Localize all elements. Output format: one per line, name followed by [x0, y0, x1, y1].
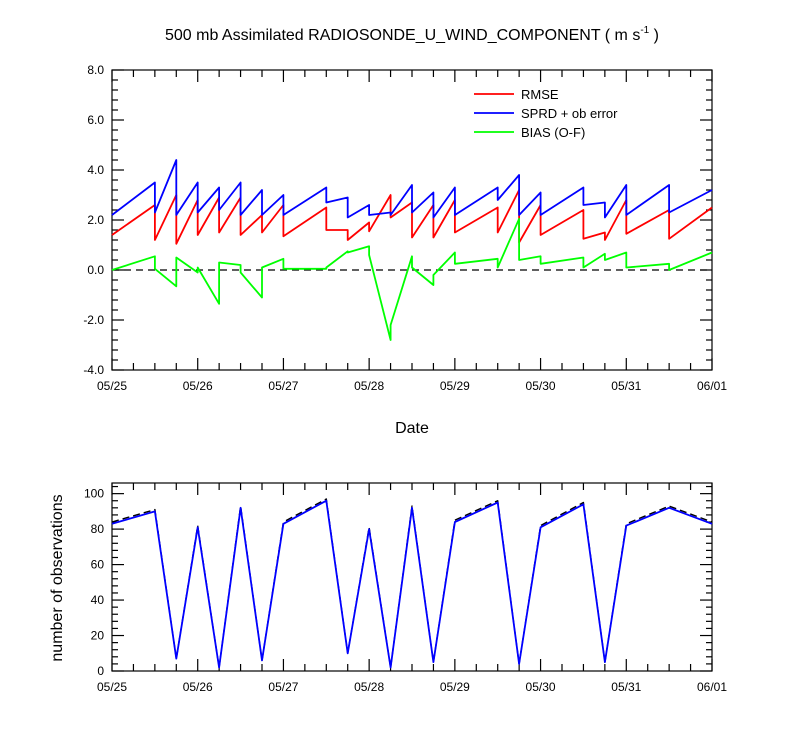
top-x-axis-title: Date	[395, 420, 429, 437]
chart-title-main: 500 mb Assimilated RADIOSONDE_U_WIND_COM…	[165, 27, 640, 44]
legend-label-1: SPRD + ob error	[521, 106, 618, 121]
series-line-1	[111, 159, 713, 219]
bottom-y-tick-label: 60	[91, 558, 105, 572]
top-panel: 05/25 05/26 05/27 05/28 05/29 05/30 05/31 06/01…	[83, 63, 727, 393]
legend-label-0: RMSE	[521, 87, 559, 102]
bottom-x-tick-label: 05/30	[526, 680, 556, 694]
chart-title-end: )	[649, 27, 659, 44]
top-x-tick-label: 05/25	[97, 379, 127, 393]
obs-line-0	[111, 498, 713, 669]
top-x-tick-label: 05/30	[526, 379, 556, 393]
bottom-x-tick-label: 05/28	[354, 680, 384, 694]
bottom-y-tick-label: 80	[91, 522, 105, 536]
bottom-x-tick-label: 05/29	[440, 680, 470, 694]
bottom-y-tick-label: 20	[91, 629, 105, 643]
chart-title: 500 mb Assimilated RADIOSONDE_U_WIND_COM…	[165, 25, 659, 44]
top-x-tick-label: 06/01	[697, 379, 727, 393]
top-x-tick-label: 05/28	[354, 379, 384, 393]
bottom-x-tick-label: 05/25	[97, 680, 127, 694]
top-y-tick-label: 0.0	[87, 263, 104, 277]
obs-line-1	[111, 499, 713, 669]
bottom-panel: 05/25 05/26 05/27 05/28 05/29 05/30 05/31 06/01…	[84, 482, 727, 694]
bottom-x-tick-label: 05/27	[268, 680, 298, 694]
bottom-y-axis-title: number of observations	[49, 494, 66, 661]
top-x-tick-label: 05/31	[611, 379, 641, 393]
top-y-tick-label: 8.0	[87, 63, 104, 77]
bottom-y-tick-label: 0	[97, 664, 104, 678]
bottom-x-tick-label: 06/01	[697, 680, 727, 694]
top-y-tick-label: -4.0	[83, 363, 104, 377]
top-y-tick-label: 2.0	[87, 213, 104, 227]
bottom-y-tick-label: 40	[91, 593, 105, 607]
top-x-tick-label: 05/26	[183, 379, 213, 393]
chart-title-superscript: -1	[640, 25, 649, 36]
bottom-x-tick-label: 05/31	[611, 680, 641, 694]
top-y-tick-label: 4.0	[87, 163, 104, 177]
top-y-tick-label: 6.0	[87, 113, 104, 127]
top-y-tick-label: -2.0	[83, 313, 104, 327]
legend-label-2: BIAS (O-F)	[521, 125, 585, 140]
bottom-y-tick-label: 100	[84, 487, 104, 501]
top-x-tick-label: 05/29	[440, 379, 470, 393]
series-line-2	[111, 217, 713, 341]
top-x-tick-label: 05/27	[268, 379, 298, 393]
bottom-x-tick-label: 05/26	[183, 680, 213, 694]
